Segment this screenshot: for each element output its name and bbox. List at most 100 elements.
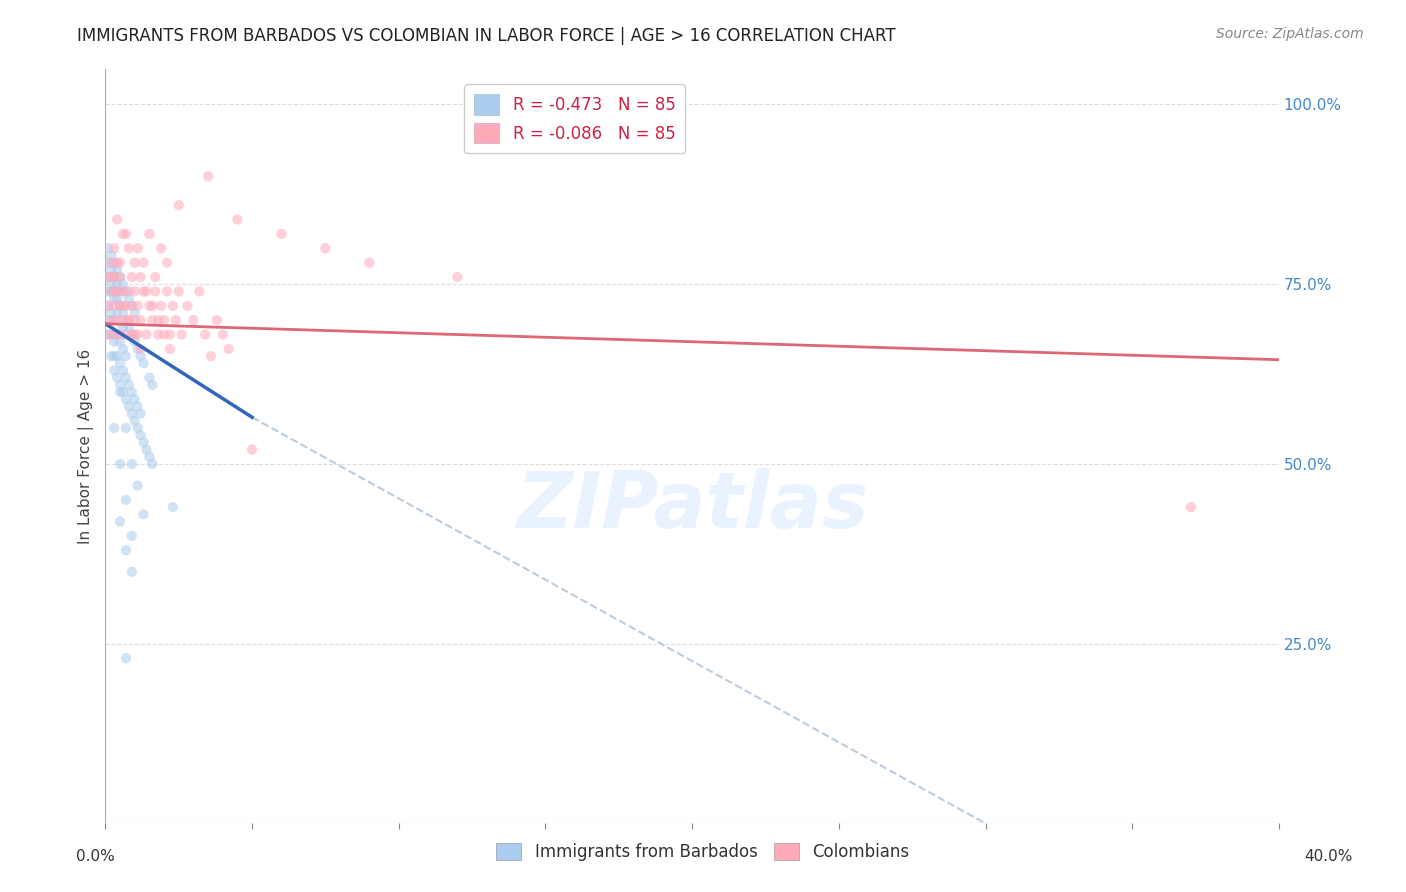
Point bbox=[97, 285, 120, 299]
Point bbox=[111, 299, 134, 313]
Point bbox=[103, 292, 125, 306]
Point bbox=[115, 370, 138, 384]
Point bbox=[124, 414, 146, 428]
Point bbox=[100, 248, 122, 262]
Point bbox=[105, 292, 128, 306]
Point bbox=[108, 385, 131, 400]
Point bbox=[132, 508, 155, 522]
Point bbox=[105, 370, 128, 384]
Point bbox=[218, 342, 240, 356]
Point bbox=[226, 212, 249, 227]
Point bbox=[108, 334, 131, 349]
Point bbox=[111, 277, 134, 292]
Point bbox=[127, 478, 149, 492]
Point bbox=[446, 270, 468, 285]
Point bbox=[167, 198, 190, 212]
Point bbox=[105, 306, 128, 320]
Point bbox=[111, 227, 134, 241]
Point bbox=[205, 313, 228, 327]
Point bbox=[115, 299, 138, 313]
Point bbox=[97, 313, 120, 327]
Point bbox=[103, 334, 125, 349]
Point bbox=[141, 299, 163, 313]
Point bbox=[121, 327, 143, 342]
Point bbox=[97, 270, 120, 285]
Point bbox=[121, 299, 143, 313]
Point bbox=[100, 313, 122, 327]
Point bbox=[100, 270, 122, 285]
Point bbox=[108, 270, 131, 285]
Point bbox=[156, 255, 179, 269]
Text: ZIPatlas: ZIPatlas bbox=[516, 468, 869, 544]
Point bbox=[105, 285, 128, 299]
Point bbox=[121, 565, 143, 579]
Point bbox=[129, 349, 152, 363]
Point bbox=[115, 392, 138, 407]
Text: IMMIGRANTS FROM BARBADOS VS COLOMBIAN IN LABOR FORCE | AGE > 16 CORRELATION CHAR: IMMIGRANTS FROM BARBADOS VS COLOMBIAN IN… bbox=[77, 27, 896, 45]
Point bbox=[108, 515, 131, 529]
Point bbox=[124, 313, 146, 327]
Point bbox=[121, 407, 143, 421]
Point bbox=[167, 285, 190, 299]
Point bbox=[135, 285, 157, 299]
Point bbox=[103, 313, 125, 327]
Point bbox=[103, 241, 125, 255]
Point bbox=[150, 299, 173, 313]
Point bbox=[111, 342, 134, 356]
Point bbox=[97, 299, 120, 313]
Point bbox=[118, 400, 141, 414]
Point bbox=[105, 313, 128, 327]
Point bbox=[118, 377, 141, 392]
Point bbox=[162, 500, 184, 515]
Point bbox=[124, 327, 146, 342]
Point bbox=[132, 285, 155, 299]
Point bbox=[211, 327, 233, 342]
Point bbox=[108, 255, 131, 269]
Point bbox=[138, 299, 160, 313]
Point bbox=[127, 299, 149, 313]
Point bbox=[141, 313, 163, 327]
Point bbox=[270, 227, 292, 241]
Point bbox=[108, 299, 131, 313]
Point bbox=[127, 241, 149, 255]
Point bbox=[105, 349, 128, 363]
Point bbox=[176, 299, 198, 313]
Legend: Immigrants from Barbados, Colombians: Immigrants from Barbados, Colombians bbox=[489, 836, 917, 868]
Point bbox=[197, 169, 219, 184]
Point bbox=[129, 342, 152, 356]
Point bbox=[129, 428, 152, 442]
Point bbox=[118, 320, 141, 334]
Point bbox=[111, 306, 134, 320]
Point bbox=[170, 327, 193, 342]
Legend: R = -0.473   N = 85, R = -0.086   N = 85: R = -0.473 N = 85, R = -0.086 N = 85 bbox=[464, 85, 685, 153]
Point bbox=[143, 285, 166, 299]
Point bbox=[118, 292, 141, 306]
Point bbox=[108, 285, 131, 299]
Y-axis label: In Labor Force | Age > 16: In Labor Force | Age > 16 bbox=[79, 349, 94, 543]
Point bbox=[150, 241, 173, 255]
Point bbox=[103, 363, 125, 377]
Point bbox=[100, 277, 122, 292]
Point bbox=[115, 313, 138, 327]
Point bbox=[148, 313, 170, 327]
Point bbox=[121, 299, 143, 313]
Point bbox=[100, 285, 122, 299]
Point bbox=[105, 212, 128, 227]
Point bbox=[111, 313, 134, 327]
Point bbox=[153, 327, 176, 342]
Point bbox=[159, 327, 181, 342]
Point bbox=[143, 270, 166, 285]
Point bbox=[111, 320, 134, 334]
Point bbox=[188, 285, 211, 299]
Point bbox=[103, 255, 125, 269]
Point bbox=[124, 306, 146, 320]
Point bbox=[138, 450, 160, 464]
Point bbox=[100, 285, 122, 299]
Point bbox=[162, 299, 184, 313]
Text: 40.0%: 40.0% bbox=[1305, 849, 1353, 863]
Point bbox=[194, 327, 217, 342]
Point bbox=[129, 407, 152, 421]
Point bbox=[108, 457, 131, 471]
Point bbox=[108, 299, 131, 313]
Point bbox=[240, 442, 263, 457]
